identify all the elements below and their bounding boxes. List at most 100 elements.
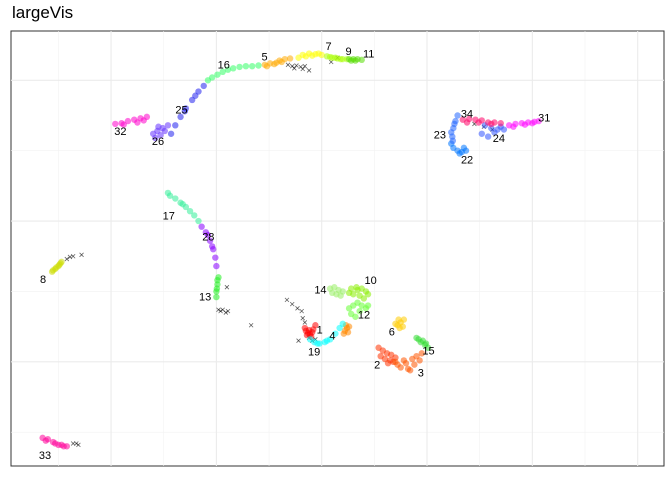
cluster-label-28: 28 [202, 231, 214, 243]
data-point-cluster-16 [248, 62, 256, 70]
data-point-cluster-5 [278, 58, 285, 66]
cluster-label-12: 12 [358, 310, 370, 322]
data-point-cluster-17 [172, 195, 179, 202]
data-point-cluster-16 [219, 68, 226, 76]
cluster-label-11: 11 [363, 49, 374, 61]
noise-point [285, 62, 291, 68]
cluster-label-2: 2 [374, 359, 380, 371]
cluster-label-6: 6 [389, 327, 395, 339]
data-point-cluster-22 [456, 150, 463, 157]
noise-point [248, 322, 254, 328]
cluster-label-22: 22 [461, 154, 473, 166]
noise-point [70, 441, 76, 446]
cluster-label-24: 24 [493, 133, 505, 145]
data-point-cluster-23 [451, 120, 458, 128]
data-point-cluster-24 [478, 130, 485, 137]
data-point-cluster-23 [449, 137, 457, 145]
cluster-label-15: 15 [422, 345, 434, 357]
data-point-cluster-19 [339, 320, 346, 328]
data-point-cluster-9 [326, 53, 334, 61]
data-point-cluster-26 [152, 134, 159, 142]
cluster-label-7: 7 [325, 41, 331, 53]
data-point-cluster-25 [177, 113, 184, 121]
cluster-points [39, 50, 542, 450]
data-point-cluster-10 [364, 291, 372, 298]
data-point-cluster-3 [413, 352, 420, 360]
noise-point [294, 63, 299, 68]
plot-panel [10, 30, 665, 467]
data-point-cluster-8 [58, 258, 65, 266]
data-point-cluster-16 [230, 65, 237, 72]
cluster-label-26: 26 [152, 136, 164, 148]
data-point-cluster-15 [421, 341, 429, 349]
cluster-label-16: 16 [218, 60, 230, 72]
noise-point [216, 307, 221, 313]
noise-point [306, 68, 312, 73]
cluster-label-33: 33 [39, 450, 51, 462]
data-point-cluster-13 [213, 293, 220, 301]
data-point-cluster-32 [124, 117, 132, 125]
noise-point [292, 66, 297, 71]
data-point-cluster-10 [360, 295, 368, 302]
data-point-cluster-33 [58, 441, 65, 449]
noise-point [295, 306, 300, 311]
noise-point [284, 297, 290, 303]
data-point-cluster-17 [186, 207, 194, 215]
data-point-cluster-28 [208, 243, 216, 250]
noise-point [302, 63, 308, 69]
data-point-cluster-11 [352, 57, 359, 64]
data-point-cluster-31 [510, 123, 517, 130]
data-point-cluster-32 [134, 119, 141, 126]
data-point-cluster-2 [377, 352, 384, 360]
data-point-cluster-5 [263, 62, 271, 70]
data-point-cluster-24 [484, 133, 492, 140]
cluster-label-23: 23 [434, 129, 446, 141]
data-point-cluster-34 [475, 119, 482, 126]
data-point-cluster-6 [400, 316, 408, 323]
data-point-cluster-17 [164, 189, 172, 197]
cluster-label-3: 3 [418, 368, 424, 380]
data-point-cluster-7 [295, 54, 302, 61]
data-point-cluster-6 [399, 323, 406, 330]
data-point-cluster-16 [224, 66, 232, 73]
cluster-label-13: 13 [199, 292, 211, 304]
data-point-cluster-11 [358, 56, 365, 64]
data-point-cluster-31 [529, 120, 536, 127]
data-point-cluster-33 [63, 443, 71, 450]
data-point-cluster-26 [155, 123, 162, 130]
data-point-cluster-19 [332, 330, 339, 337]
data-point-cluster-25 [167, 130, 175, 137]
cluster-label-32: 32 [114, 126, 126, 138]
data-point-cluster-34 [463, 119, 471, 126]
data-point-cluster-28 [213, 262, 220, 270]
data-point-cluster-2 [388, 351, 395, 358]
data-point-cluster-16 [236, 63, 243, 71]
data-point-cluster-13 [214, 276, 221, 284]
noise-point [302, 320, 308, 325]
data-point-cluster-25 [172, 122, 179, 129]
noise-point [296, 338, 301, 343]
data-point-cluster-3 [418, 350, 425, 357]
data-point-cluster-26 [157, 131, 164, 139]
data-point-cluster-22 [460, 144, 468, 152]
data-point-cluster-10 [354, 286, 361, 294]
data-point-cluster-16 [204, 77, 212, 84]
data-point-cluster-32 [112, 120, 119, 128]
data-point-cluster-17 [179, 200, 186, 208]
data-point-cluster-25 [200, 82, 207, 90]
noise-point [300, 66, 306, 72]
grid-lines [11, 31, 664, 466]
data-point-cluster-25 [192, 92, 199, 99]
cluster-label-17: 17 [163, 210, 175, 222]
cluster-label-10: 10 [365, 275, 377, 287]
data-point-cluster-25 [181, 108, 188, 115]
data-point-cluster-15 [413, 334, 420, 342]
data-point-cluster-19 [314, 340, 321, 347]
data-point-cluster-14 [337, 292, 344, 299]
noise-point [299, 308, 304, 314]
noise-point [64, 256, 70, 262]
data-point-cluster-2 [384, 360, 392, 367]
noise-point [300, 315, 306, 321]
data-point-cluster-7 [315, 50, 322, 57]
data-point-cluster-31 [535, 117, 542, 125]
